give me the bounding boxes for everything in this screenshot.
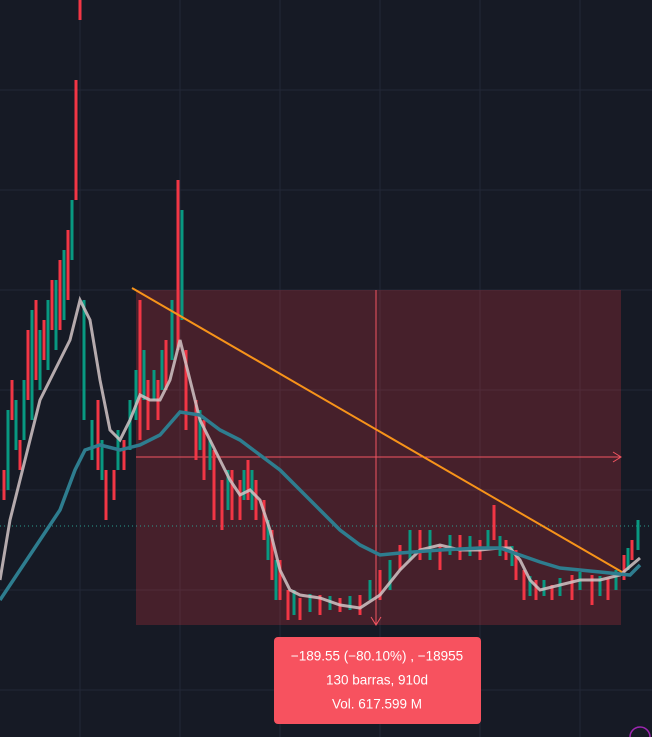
bullish-candles <box>6 200 640 615</box>
measure-tooltip <box>274 637 481 724</box>
tooltip-volume: Vol. 617.599 M <box>332 697 422 712</box>
slow-moving-average <box>0 410 642 601</box>
tooltip-change: −189.55 (−80.10%) , −18955 <box>291 649 463 664</box>
fast-moving-average <box>0 295 641 610</box>
corner-icon[interactable] <box>629 726 651 737</box>
trend-line <box>131 287 623 573</box>
tooltip-bars: 130 barras, 910d <box>326 673 428 688</box>
